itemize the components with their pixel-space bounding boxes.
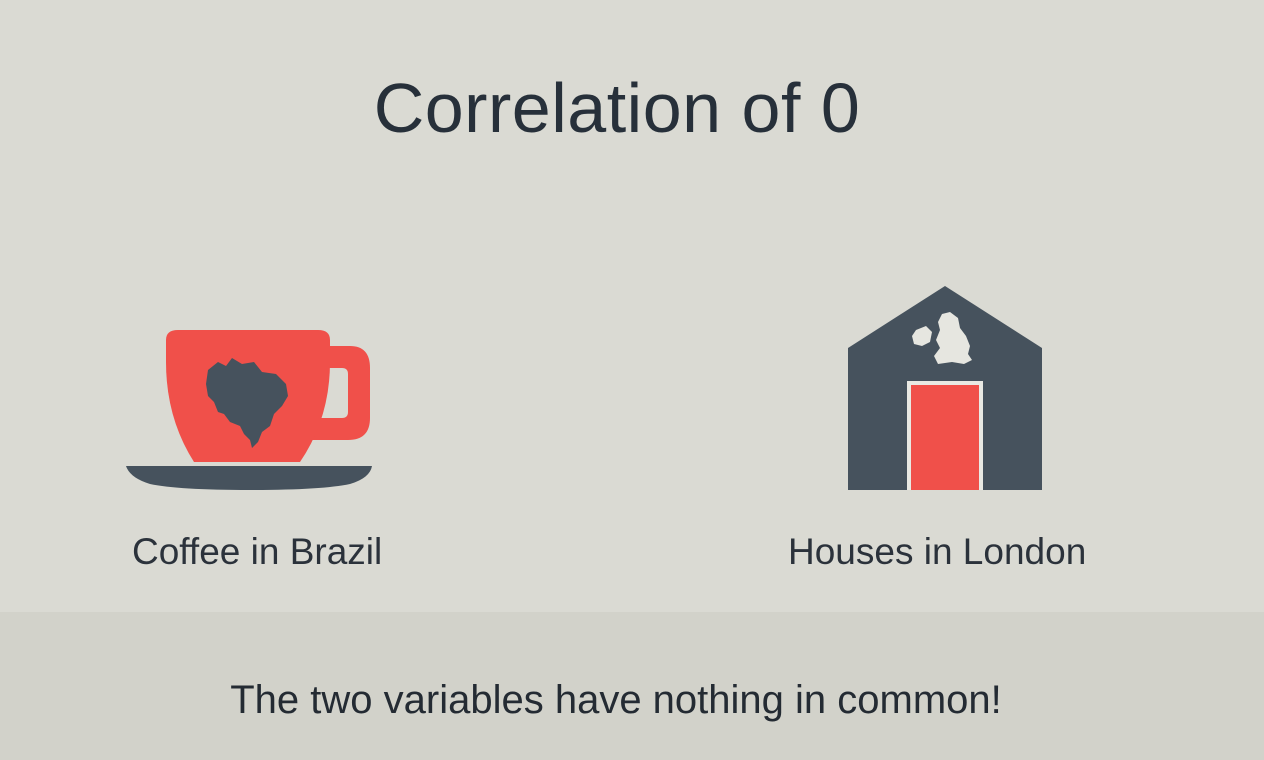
coffee-label: Coffee in Brazil xyxy=(132,531,383,572)
house-svg xyxy=(848,286,1042,490)
uk-map-ireland xyxy=(912,326,932,346)
brazil-map-shape xyxy=(206,358,288,448)
coffee-cup-svg xyxy=(126,330,372,490)
uk-map-great-britain xyxy=(934,312,972,364)
saucer xyxy=(126,466,372,490)
cup-handle xyxy=(308,346,370,440)
coffee-cup-brazil-icon xyxy=(122,322,378,496)
houses-label: Houses in London xyxy=(788,531,1087,572)
house-uk-icon xyxy=(842,284,1048,494)
caption-text: The two variables have nothing in common… xyxy=(230,678,1002,722)
door xyxy=(911,385,979,490)
caption-band xyxy=(0,612,1264,760)
slide-title: Correlation of 0 xyxy=(373,69,861,147)
